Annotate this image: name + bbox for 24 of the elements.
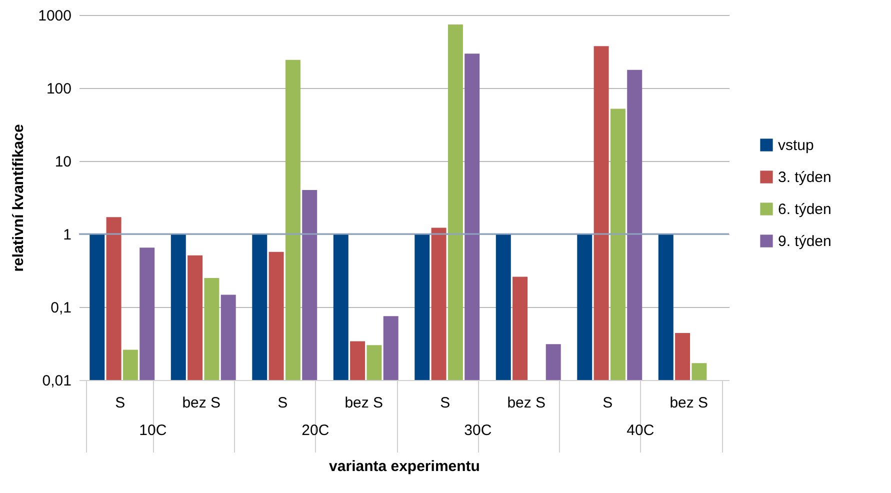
x-tick-label: bez S (507, 394, 546, 412)
y-tick-label: 100 (46, 80, 72, 98)
legend-label: 9. týden (778, 233, 832, 250)
y-tick-label: 0,1 (50, 300, 72, 316)
x-tick-label: bez S (670, 394, 708, 412)
y-tick-label: 1000 (38, 8, 72, 24)
y-tick-label: 10 (54, 154, 72, 170)
x-tick-label: S (440, 394, 450, 412)
x-tick-label: S (602, 394, 613, 412)
text: 20C (302, 422, 330, 439)
legend-label: 3. týden (778, 169, 832, 186)
x-tick-label: bez S (182, 394, 221, 412)
x-tick-label: S (278, 394, 288, 412)
y-axis-title: relativní kvantifikace (10, 124, 28, 272)
legend-label: 6. týden (778, 201, 832, 218)
text: 40C (626, 422, 654, 439)
x-tick-label: S (115, 394, 126, 412)
text: 30C (464, 422, 492, 439)
text: 10C (139, 422, 167, 439)
legend-label: vstup (778, 137, 814, 154)
x-axis-title: varianta experimentu (329, 458, 480, 475)
y-tick-label: 0,01 (42, 372, 72, 390)
y-tick-label: 1 (63, 226, 72, 244)
x-tick-label: bez S (344, 394, 384, 412)
